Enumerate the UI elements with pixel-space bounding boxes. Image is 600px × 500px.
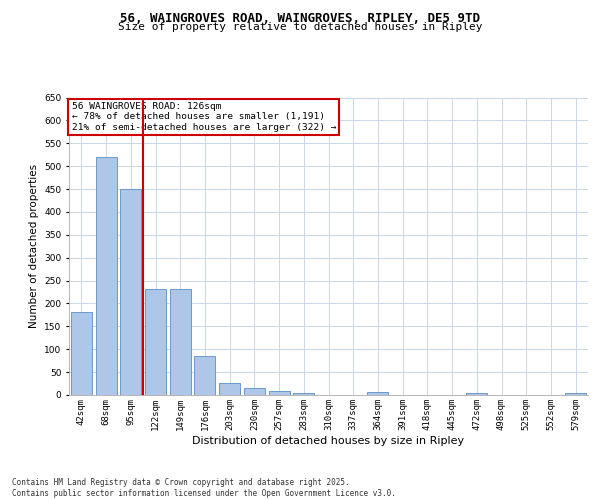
Bar (194, 356, 215, 395)
Bar (367, 392, 388, 395)
Text: 56, WAINGROVES ROAD, WAINGROVES, RIPLEY, DE5 9TD: 56, WAINGROVES ROAD, WAINGROVES, RIPLEY,… (120, 12, 480, 26)
Text: Contains HM Land Registry data © Crown copyright and database right 2025.
Contai: Contains HM Land Registry data © Crown c… (12, 478, 396, 498)
Bar (269, 392, 290, 395)
X-axis label: Distribution of detached houses by size in Ripley: Distribution of detached houses by size … (193, 436, 464, 446)
Bar (170, 289, 191, 395)
Bar (120, 189, 141, 395)
Text: 56 WAINGROVES ROAD: 126sqm
← 78% of detached houses are smaller (1,191)
21% of s: 56 WAINGROVES ROAD: 126sqm ← 78% of deta… (71, 102, 336, 132)
Bar (219, 382, 240, 395)
Bar (466, 393, 487, 395)
Bar (565, 393, 586, 395)
Bar (293, 392, 314, 395)
Bar (95, 157, 116, 395)
Y-axis label: Number of detached properties: Number of detached properties (29, 164, 38, 328)
Text: Size of property relative to detached houses in Ripley: Size of property relative to detached ho… (118, 22, 482, 32)
Bar (71, 312, 92, 395)
Bar (145, 289, 166, 395)
Bar (244, 388, 265, 395)
